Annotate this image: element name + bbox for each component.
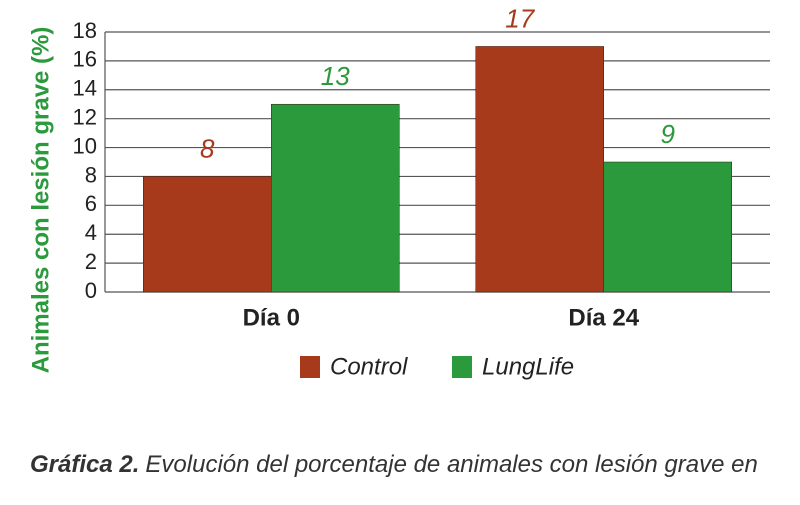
y-tick-label: 6 [85, 191, 97, 216]
legend-label: Control [330, 353, 408, 380]
legend-label: LungLife [482, 353, 574, 380]
y-tick-label: 10 [73, 133, 97, 158]
y-tick-label: 0 [85, 278, 97, 303]
y-tick-label: 4 [85, 220, 97, 245]
caption: Gráfica 2. Evolución del porcentaje de an… [30, 451, 758, 478]
value-label: 8 [200, 133, 215, 163]
value-label: 17 [505, 3, 535, 33]
legend-swatch [452, 356, 472, 378]
value-label: 13 [321, 61, 350, 91]
y-tick-label: 14 [73, 76, 97, 101]
y-tick-label: 12 [73, 104, 97, 129]
y-tick-label: 8 [85, 162, 97, 187]
bar [271, 103, 400, 293]
legend-swatch [300, 356, 320, 378]
bar [143, 176, 272, 293]
bar [603, 161, 732, 293]
caption-text: Evolución del porcentaje de animales con… [145, 451, 757, 478]
y-axis-label: Animales con lesión grave (%) [27, 27, 54, 374]
y-tick-label: 18 [73, 18, 97, 43]
y-tick-label: 16 [73, 47, 97, 72]
y-tick-label: 2 [85, 249, 97, 274]
caption-label: Gráfica 2. [30, 451, 139, 478]
x-tick-label: Día 24 [568, 304, 639, 331]
bar [475, 46, 604, 293]
x-tick-label: Día 0 [243, 304, 300, 331]
value-label: 9 [661, 119, 675, 149]
